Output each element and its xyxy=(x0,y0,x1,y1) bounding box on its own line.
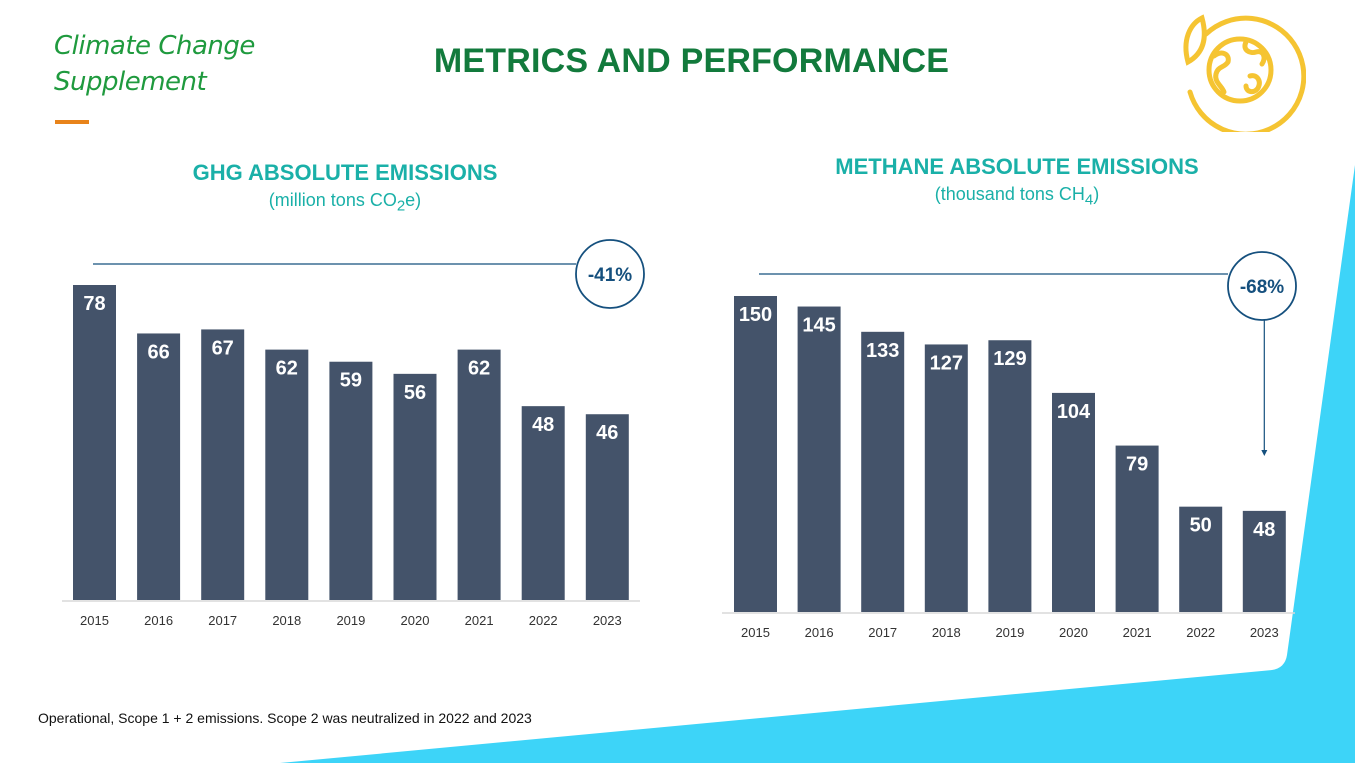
methane-tick-label-2021: 2021 xyxy=(1123,625,1152,640)
ghg-tick-label-2022: 2022 xyxy=(529,613,558,628)
ghg-chart-title: GHG ABSOLUTE EMISSIONS xyxy=(192,160,498,185)
ghg-bar-2017 xyxy=(201,329,245,600)
methane-bar-2023 xyxy=(1242,510,1286,612)
methane-tick-label-2022: 2022 xyxy=(1186,625,1215,640)
ghg-bar-2022 xyxy=(521,406,565,600)
ghg-change-value: -41% xyxy=(588,265,632,286)
ghg-data-label-2021: 62 xyxy=(468,358,490,380)
methane-tick-label-2018: 2018 xyxy=(932,625,961,640)
methane-data-label-2017: 133 xyxy=(866,340,899,362)
footnote: Operational, Scope 1 + 2 emissions. Scop… xyxy=(38,710,532,726)
methane-tick-label-2016: 2016 xyxy=(805,625,834,640)
methane-tick-label-2020: 2020 xyxy=(1059,625,1088,640)
methane-tick-label-2015: 2015 xyxy=(741,625,770,640)
brand-title: Climate Change Supplement xyxy=(54,28,255,100)
brand-underline xyxy=(55,120,89,124)
methane-change-badge xyxy=(1227,251,1297,321)
ghg-subtitle-subscript: 2 xyxy=(396,197,406,215)
ghg-tick-label-2020: 2020 xyxy=(401,613,430,628)
globe-leaf-logo-icon xyxy=(1183,14,1306,132)
methane-subtitle-text: (thousand tons CH xyxy=(934,184,1085,204)
brand-line-1: Climate Change xyxy=(54,31,255,61)
methane-bar-2018 xyxy=(924,344,968,612)
ghg-data-label-2023: 46 xyxy=(596,422,618,444)
ghg-data-label-2015: 78 xyxy=(83,293,105,315)
methane-data-label-2018: 127 xyxy=(930,352,963,374)
methane-bar-2020 xyxy=(1052,392,1095,612)
methane-data-label-2022: 50 xyxy=(1190,515,1212,537)
methane-tick-label-2023: 2023 xyxy=(1250,625,1279,640)
ghg-data-label-2017: 67 xyxy=(212,337,234,359)
methane-data-label-2020: 104 xyxy=(1057,401,1091,423)
ghg-tick-label-2023: 2023 xyxy=(593,613,622,628)
methane-chart-title: METHANE ABSOLUTE EMISSIONS xyxy=(835,154,1199,179)
ghg-chart-subtitle: (million tons CO2e) xyxy=(95,190,595,215)
ghg-change-badge xyxy=(575,239,645,309)
ghg-data-label-2018: 62 xyxy=(276,358,298,380)
ghg-bar-2023 xyxy=(585,414,629,600)
ghg-data-label-2020: 56 xyxy=(404,382,426,404)
page-title: METRICS AND PERFORMANCE xyxy=(433,42,950,80)
ghg-bar-2018 xyxy=(265,349,309,600)
ghg-subtitle-tail: e) xyxy=(405,190,422,210)
ghg-bar-2020 xyxy=(393,373,437,600)
ghg-bar-2019 xyxy=(329,361,373,600)
ghg-data-label-2016: 66 xyxy=(147,341,169,363)
ghg-data-label-2019: 59 xyxy=(340,370,362,392)
ghg-bar-2021 xyxy=(457,349,501,600)
ghg-tick-label-2018: 2018 xyxy=(272,613,301,628)
methane-bar-2019 xyxy=(988,340,1032,612)
methane-data-label-2015: 150 xyxy=(739,304,772,326)
brand-line-2: Supplement xyxy=(54,67,207,97)
ghg-tick-label-2017: 2017 xyxy=(208,613,237,628)
methane-bar-2021 xyxy=(1115,445,1159,612)
methane-bar-2015 xyxy=(734,296,777,612)
methane-subtitle-subscript: 4 xyxy=(1084,191,1094,209)
ghg-bar-2016 xyxy=(137,333,181,600)
methane-data-label-2019: 129 xyxy=(993,348,1026,370)
methane-tick-label-2019: 2019 xyxy=(995,625,1024,640)
methane-bar-2016 xyxy=(797,306,841,612)
methane-data-label-2016: 145 xyxy=(802,315,835,337)
ghg-tick-label-2015: 2015 xyxy=(80,613,109,628)
methane-subtitle-tail: ) xyxy=(1093,184,1100,204)
methane-arrow-head xyxy=(1261,450,1268,456)
ghg-tick-label-2019: 2019 xyxy=(336,613,365,628)
ghg-subtitle-text: (million tons CO xyxy=(268,190,397,210)
methane-chart-subtitle: (thousand tons CH4) xyxy=(767,184,1267,209)
methane-tick-label-2017: 2017 xyxy=(868,625,897,640)
methane-data-label-2021: 79 xyxy=(1126,454,1148,476)
methane-bar-2017 xyxy=(861,331,905,612)
methane-bar-2022 xyxy=(1179,506,1223,612)
methane-data-label-2023: 48 xyxy=(1253,519,1275,541)
ghg-data-label-2022: 48 xyxy=(532,414,554,436)
ghg-bar-2015 xyxy=(73,285,116,600)
methane-change-value: -68% xyxy=(1240,277,1284,298)
ghg-tick-label-2016: 2016 xyxy=(144,613,173,628)
ghg-tick-label-2021: 2021 xyxy=(465,613,494,628)
